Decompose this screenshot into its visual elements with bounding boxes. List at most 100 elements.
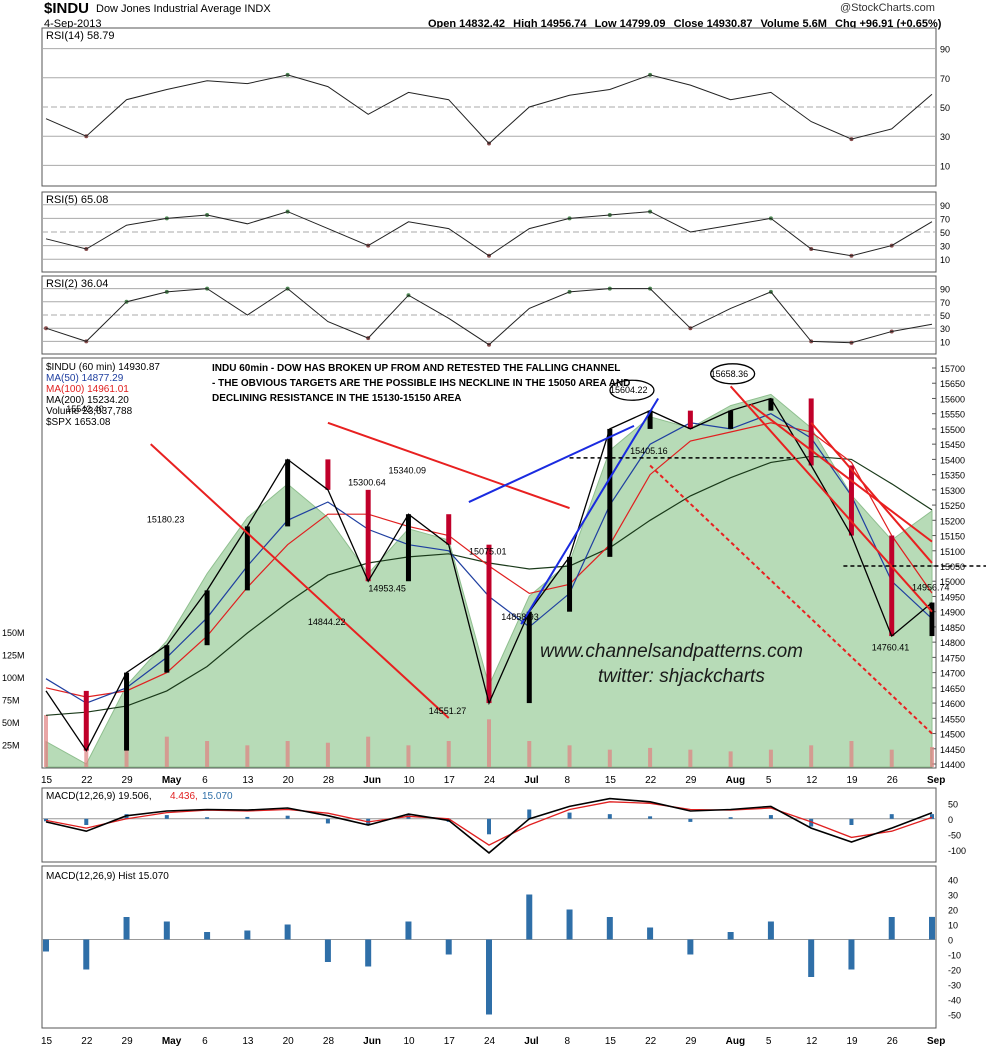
volume-bar: [44, 715, 48, 767]
macd-panel-hist-bar: [44, 818, 48, 822]
macd-tick--100: -100: [948, 846, 966, 856]
hist-bar: [123, 917, 130, 940]
price-tick-15000: 15000: [940, 577, 965, 587]
price-tick-15550: 15550: [940, 410, 965, 420]
quote-high: High 14956.74: [513, 18, 587, 30]
x-tick-9: 10: [403, 775, 415, 786]
hist-tick-40: 40: [948, 876, 958, 886]
x-tick-bottom-7: 28: [323, 1036, 335, 1047]
macd-panel-hist-bar: [487, 818, 491, 835]
volume-bar: [607, 749, 612, 767]
volume-bar: [567, 745, 572, 767]
price-label: 14760.41: [872, 642, 910, 652]
price-legend-0: $INDU (60 min) 14930.87: [46, 362, 160, 373]
macd-panel-hist-bar: [527, 809, 532, 819]
price-tick-15700: 15700: [940, 364, 965, 374]
hist-tick-10: 10: [948, 921, 958, 931]
x-tick-22: Sep: [927, 775, 945, 786]
x-tick-bottom-13: 8: [565, 1036, 571, 1047]
x-tick-3: May: [162, 775, 182, 786]
price-bar: [567, 556, 573, 612]
price-tick-15450: 15450: [940, 440, 965, 450]
price-tick-15300: 15300: [940, 486, 965, 496]
price-bar: [164, 645, 170, 673]
rsi14-tick-30: 30: [940, 132, 950, 142]
x-tick-bottom-20: 19: [846, 1036, 858, 1047]
rsi5-line: [45, 211, 933, 257]
price-tick-14550: 14550: [940, 714, 965, 724]
price-tick-15200: 15200: [940, 516, 965, 526]
rsi5-tick-10: 10: [940, 255, 950, 265]
macd-signal-label: 4.436,: [170, 791, 198, 802]
macd-panel-hist-bar: [205, 817, 210, 819]
x-tick-12: Jul: [524, 775, 539, 786]
price-tick-14750: 14750: [940, 653, 965, 663]
price-bar: [405, 514, 411, 582]
price-tick-14600: 14600: [940, 699, 965, 709]
price-bar: [929, 602, 935, 637]
rsi5-tick-70: 70: [940, 214, 950, 224]
trend-line-6: [750, 403, 933, 543]
price-bar: [848, 465, 854, 536]
spx-area: [45, 393, 933, 768]
annotation-line-1: - THE OBVIOUS TARGETS ARE THE POSSIBLE I…: [212, 378, 630, 389]
top-circle-2: [709, 363, 756, 385]
hist-bar: [284, 924, 291, 940]
x-tick-bottom-1: 22: [81, 1036, 93, 1047]
x-tick-11: 24: [484, 775, 496, 786]
macd-signal-line: [45, 801, 933, 846]
hist-bar: [163, 921, 170, 940]
price-legend-5: $SPX 1653.08: [46, 417, 111, 428]
price-bar: [325, 459, 331, 490]
volume-bar: [406, 745, 411, 767]
macd-panel-hist-bar: [930, 814, 934, 819]
hist-bar: [566, 909, 573, 940]
price-tick-15650: 15650: [940, 379, 965, 389]
x-tick-13: 8: [565, 775, 571, 786]
hist-bar: [83, 939, 90, 970]
hist-bar: [526, 894, 533, 940]
x-tick-bottom-4: 6: [202, 1036, 208, 1047]
hist-bar: [727, 932, 734, 940]
x-tick-17: Aug: [726, 775, 745, 786]
rsi14-tick-50: 50: [940, 103, 950, 113]
macd-panel-hist-bar: [84, 818, 89, 825]
volume-bar: [446, 741, 451, 767]
hist-tick-20: 20: [948, 906, 958, 916]
quote-close: Close 14930.87: [673, 18, 753, 30]
macd-panel-hist-bar: [164, 815, 169, 819]
macd-panel-hist-bar: [688, 818, 693, 822]
volume-bar: [648, 747, 653, 767]
volume-bar: [849, 741, 854, 767]
price-bar: [889, 535, 895, 637]
macd-panel-hist-bar: [285, 815, 290, 819]
x-tick-bottom-18: 5: [766, 1036, 772, 1047]
volume-bar: [285, 741, 290, 767]
trend-line-5: [810, 422, 933, 564]
macd-panel-hist-bar: [245, 816, 250, 819]
hist-tick--50: -50: [948, 1011, 961, 1021]
price-bar: [124, 672, 130, 751]
x-tick-10: 17: [444, 775, 456, 786]
trend-line-0: [150, 443, 450, 719]
trend-line-7: [649, 464, 933, 735]
hist-tick-30: 30: [948, 891, 958, 901]
rsi5-tick-30: 30: [940, 242, 950, 252]
price-legend-4: Volume 23,037,788: [46, 406, 133, 417]
hist-bar: [767, 921, 774, 940]
price-tick-15400: 15400: [940, 455, 965, 465]
x-tick-bottom-10: 17: [444, 1036, 456, 1047]
volume-bar: [487, 719, 491, 767]
x-tick-bottom-12: Jul: [524, 1036, 539, 1047]
x-tick-bottom-11: 24: [484, 1036, 496, 1047]
price-bar: [728, 410, 734, 429]
trend-line-2: [468, 424, 635, 503]
x-tick-14: 15: [605, 775, 617, 786]
price-tick-14700: 14700: [940, 669, 965, 679]
chart-date: 4-Sep-2013: [44, 18, 102, 30]
watermark-site: www.channelsandpatterns.com: [540, 641, 803, 662]
macd-line: [45, 797, 933, 854]
price-bar: [204, 590, 210, 646]
price-line: [45, 397, 933, 752]
price-tick-15150: 15150: [940, 532, 965, 542]
